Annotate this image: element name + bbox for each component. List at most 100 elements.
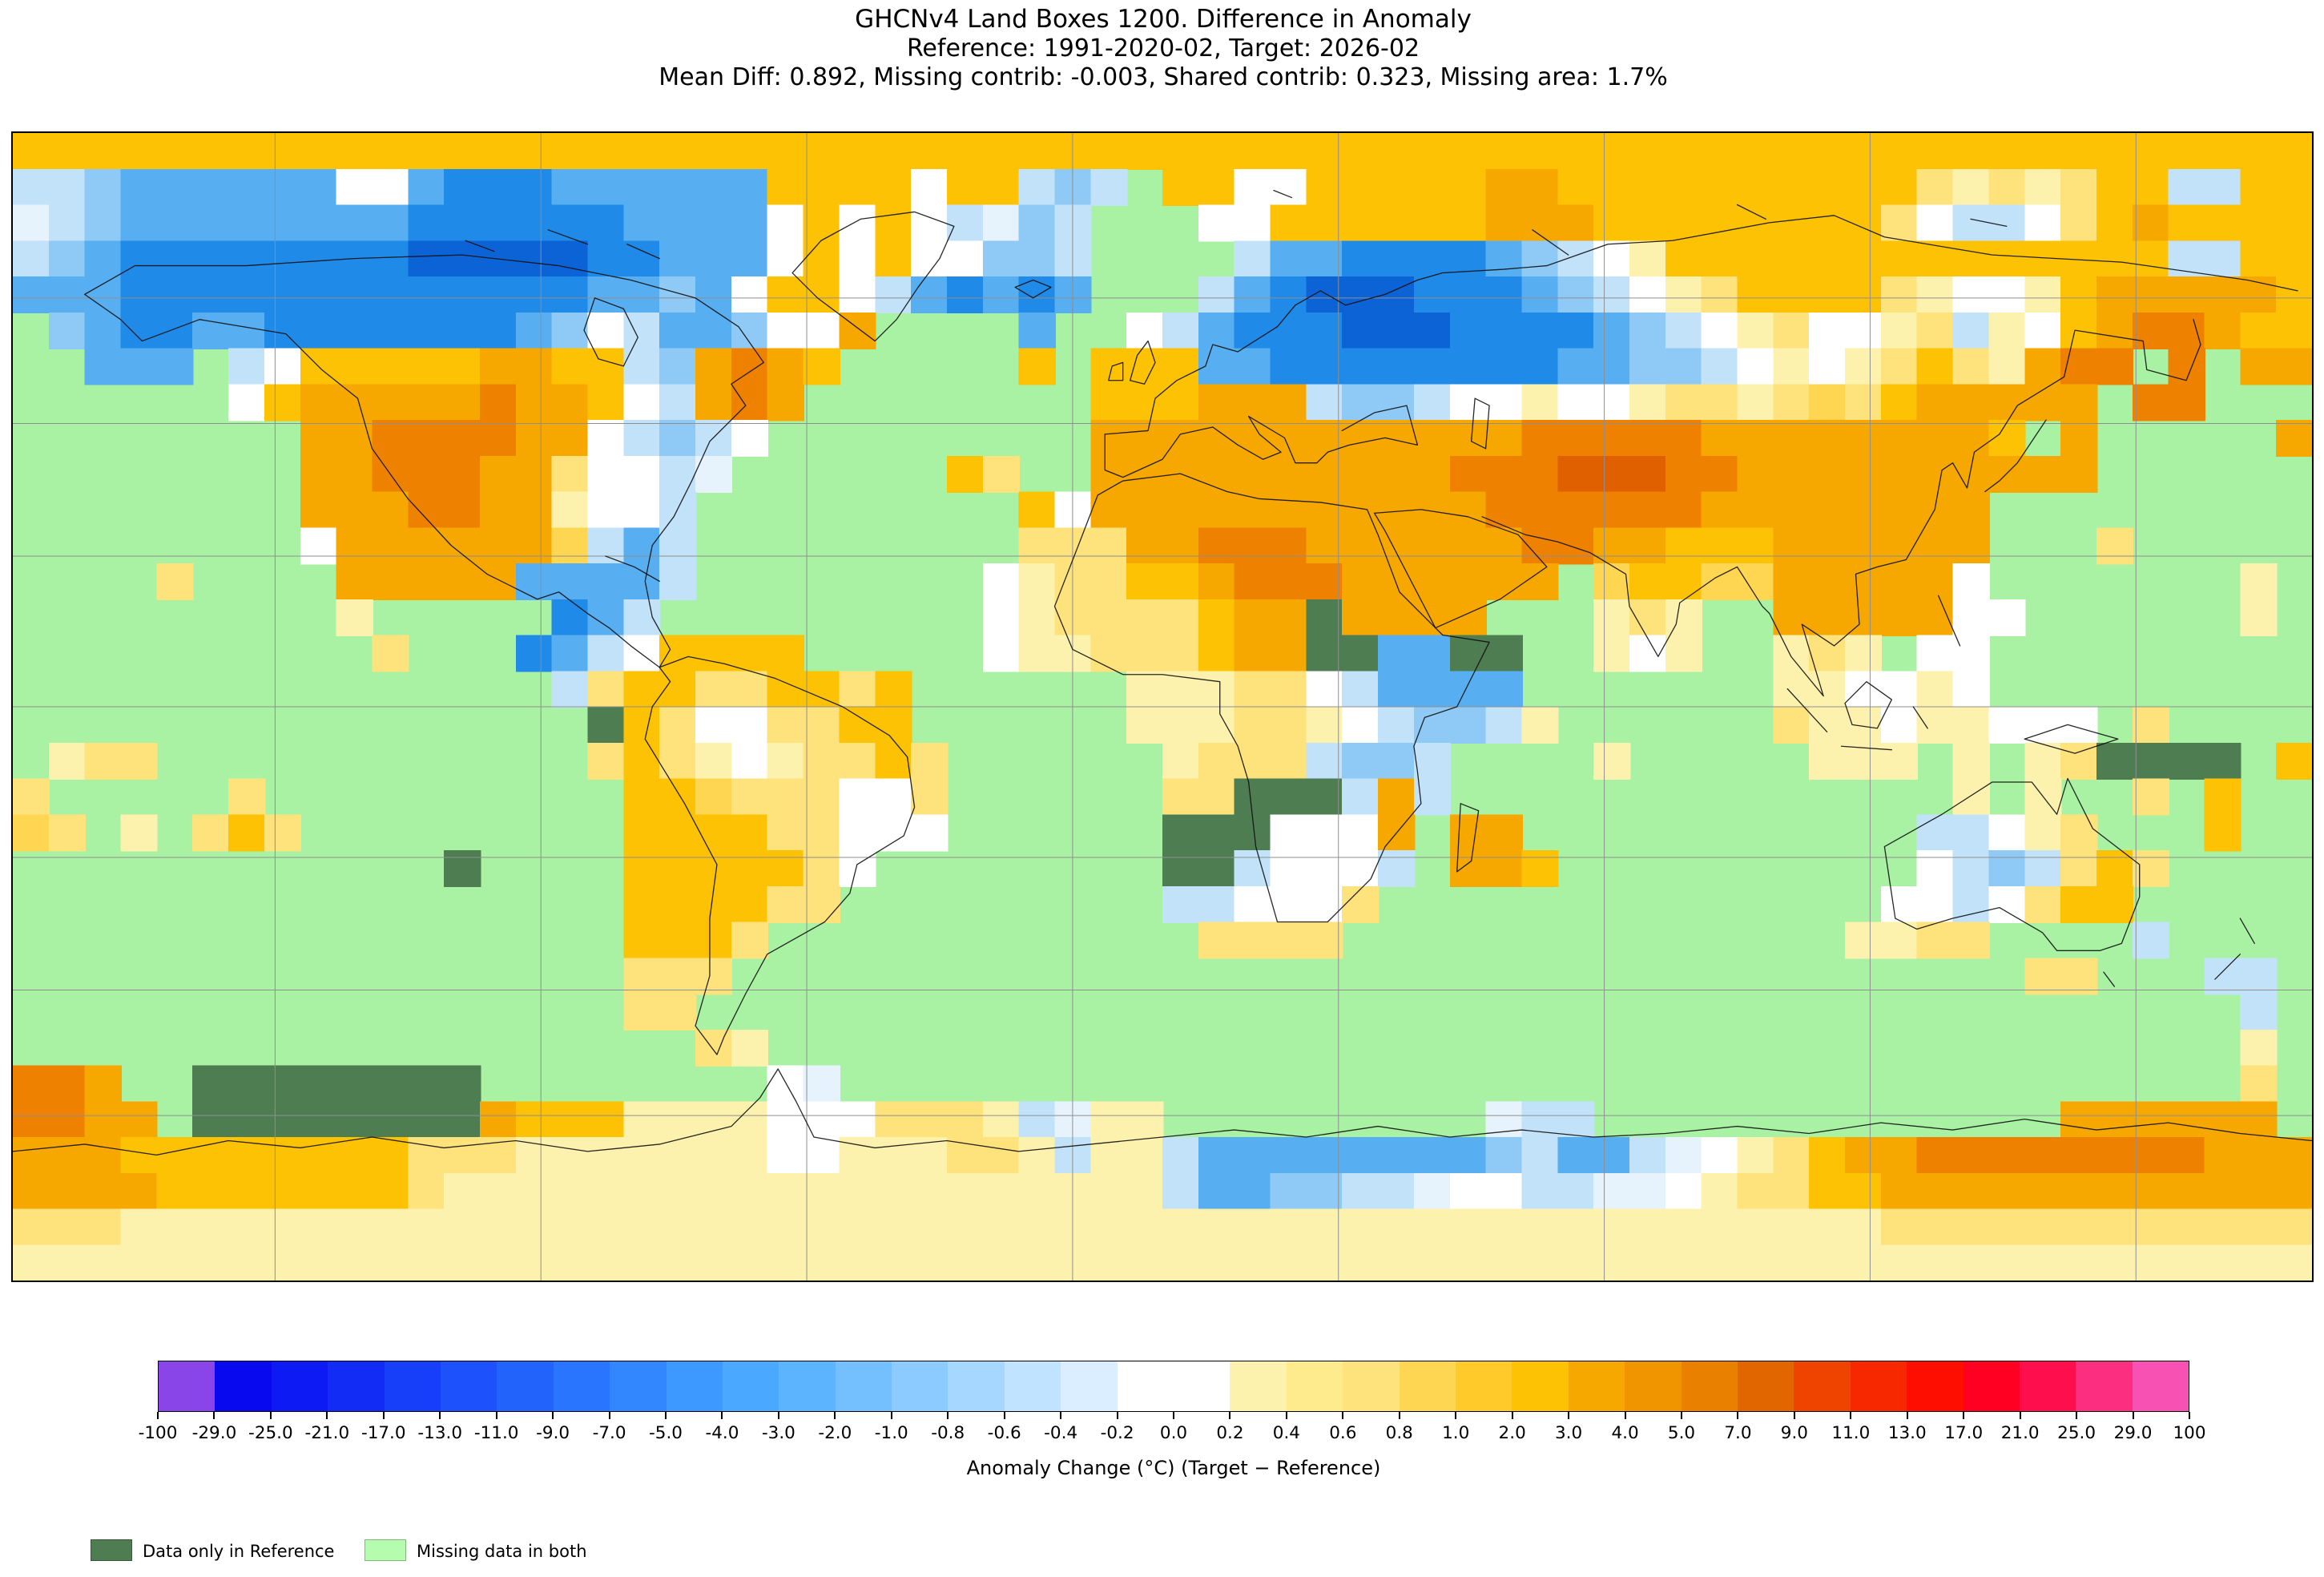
map-grid-cell <box>1916 707 1954 744</box>
map-grid-cell <box>1988 1172 2026 1210</box>
map-grid-cell <box>1665 348 1703 385</box>
map-grid-cell <box>372 1244 409 1281</box>
colorbar-segment <box>2019 1361 2076 1411</box>
map-grid-cell <box>1270 240 1307 278</box>
map-grid-cell <box>1162 707 1200 744</box>
map-grid-cell <box>1557 1208 1595 1246</box>
map-grid-cell <box>2096 885 2134 923</box>
colorbar-tick-label: 13.0 <box>1887 1423 1927 1443</box>
map-grid-cell <box>120 133 158 171</box>
coastline-path <box>1738 205 1766 220</box>
map-grid-cell <box>1952 850 1990 888</box>
colorbar-tick-label: 1.0 <box>1442 1423 1470 1443</box>
map-grid-cell <box>803 850 840 888</box>
map-grid-cell <box>1198 922 1236 959</box>
colorbar-tick-mark <box>1455 1412 1457 1419</box>
map-grid-cell <box>1054 276 1092 314</box>
map-grid-cell <box>731 922 769 959</box>
map-grid-cell <box>2096 168 2134 206</box>
map-grid-cell <box>156 1137 194 1175</box>
map-grid-cell <box>1737 276 1774 314</box>
map-grid-cell <box>1054 635 1092 672</box>
coastline-path <box>1939 595 1960 646</box>
map-grid-cell <box>1449 814 1487 852</box>
map-grid-cell <box>1198 707 1236 744</box>
chart-subtitle: Reference: 1991-2020-02, Target: 2026-02 <box>906 34 1420 63</box>
map-grid-cell <box>1485 384 1523 421</box>
colorbar-tick-mark <box>1568 1412 1570 1419</box>
map-grid-cell <box>1773 240 1810 278</box>
map-grid-cell <box>408 1137 445 1175</box>
map-grid-cell <box>982 455 1020 493</box>
map-grid-cell <box>1809 707 1847 744</box>
map-grid-cell <box>587 563 625 601</box>
map-grid-cell <box>2168 312 2205 349</box>
map-grid-cell <box>1809 1208 1847 1246</box>
colorbar-tick-mark <box>608 1412 610 1419</box>
map-grid-cell <box>1342 1244 1379 1281</box>
map-grid-cell <box>2132 1137 2169 1175</box>
map-grid-cell <box>1809 671 1847 708</box>
map-grid-cell <box>336 420 373 458</box>
map-grid-cell <box>1090 384 1128 421</box>
map-grid-cell <box>982 168 1020 206</box>
map-svg <box>13 133 2312 1281</box>
map-grid-cell <box>1521 1208 1559 1246</box>
map-grid-cell <box>228 168 266 206</box>
map-grid-cell <box>1880 707 1919 744</box>
map-grid-cell <box>2276 168 2312 206</box>
map-grid-cell <box>228 1172 266 1210</box>
coastline-path <box>1105 216 2298 434</box>
map-grid-cell <box>408 527 445 565</box>
map-grid-cell <box>1270 491 1307 529</box>
map-grid-cell <box>300 168 337 206</box>
map-grid-cell <box>1306 885 1343 923</box>
map-grid-cell <box>156 133 194 171</box>
map-grid-cell <box>1234 707 1271 744</box>
map-grid-cell <box>1198 635 1236 672</box>
map-grid-cell <box>1162 384 1200 421</box>
map-grid-cell <box>1485 814 1523 852</box>
map-grid-cell <box>1880 312 1919 349</box>
map-grid-cell <box>1629 1137 1667 1175</box>
map-grid-cell <box>1557 168 1595 206</box>
map-grid-cell <box>1845 491 1883 529</box>
map-grid-cell <box>1880 1208 1919 1246</box>
map-grid-cell <box>946 1208 985 1246</box>
map-grid-cell <box>1162 1172 1200 1210</box>
map-grid-cell <box>659 384 697 421</box>
map-grid-cell <box>156 276 194 314</box>
map-grid-cell <box>767 671 804 708</box>
map-grid-cell <box>1306 204 1343 242</box>
map-grid-cell <box>982 599 1020 636</box>
map-grid-cell <box>587 1101 625 1139</box>
colorbar-tick-label: 11.0 <box>1831 1423 1871 1443</box>
colorbar-tick-mark <box>269 1412 272 1419</box>
map-grid-cell <box>1988 1137 2026 1175</box>
map-grid-cell <box>1629 563 1667 601</box>
map-grid-cell <box>515 240 554 278</box>
map-grid-cell <box>1090 1101 1128 1139</box>
map-grid-cell <box>1916 922 1954 959</box>
map-grid-cell <box>2132 1208 2169 1246</box>
map-grid-cell <box>1485 1244 1523 1281</box>
map-grid-cell <box>1018 599 1056 636</box>
map-grid-cell <box>2024 885 2062 923</box>
map-grid-cell <box>1449 455 1487 493</box>
map-grid-cell <box>2024 133 2062 171</box>
map-grid-cell <box>1198 491 1236 529</box>
map-grid-cell <box>1018 1244 1056 1281</box>
coastline-path <box>1482 320 2201 696</box>
map-grid-cell <box>911 778 949 816</box>
map-grid-cell <box>515 527 554 565</box>
colorbar-tick-label: 0.4 <box>1272 1423 1300 1443</box>
colorbar-segment <box>1455 1361 1512 1411</box>
map-grid-cell <box>695 1029 733 1067</box>
map-grid-cell <box>1449 671 1487 708</box>
map-grid-cell <box>2132 133 2169 171</box>
colorbar-tick-label: -9.0 <box>536 1423 570 1443</box>
map-grid-cell <box>1378 599 1416 636</box>
map-grid-cell <box>623 922 661 959</box>
map-grid-cell <box>1342 563 1379 601</box>
map-grid-cell <box>1234 455 1271 493</box>
